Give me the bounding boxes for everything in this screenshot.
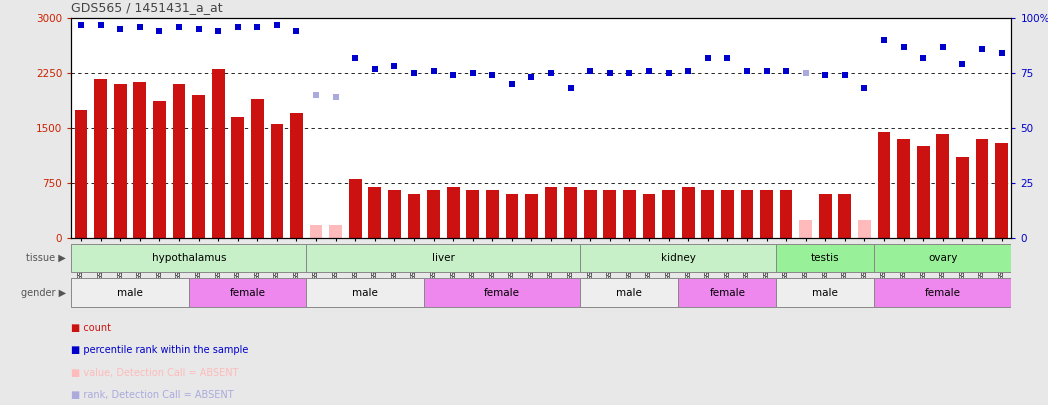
Bar [584,190,596,238]
Bar [428,190,440,238]
Text: ■ value, Detection Call = ABSENT: ■ value, Detection Call = ABSENT [71,368,239,377]
Bar [306,244,581,272]
Bar [408,194,420,238]
Bar [721,190,734,238]
Bar [642,194,655,238]
Bar [306,278,423,307]
Bar [74,110,87,238]
Bar [760,190,772,238]
Text: kidney: kidney [661,253,696,263]
Bar [423,278,581,307]
Bar [897,139,910,238]
Text: GDS565 / 1451431_a_at: GDS565 / 1451431_a_at [71,1,223,14]
Bar [917,146,930,238]
Text: liver: liver [432,253,455,263]
Bar [956,157,968,238]
Bar [349,179,362,238]
Bar [466,190,479,238]
Bar [71,244,306,272]
Bar [838,194,851,238]
Bar [114,84,127,238]
Bar [329,225,342,238]
Bar [874,244,1011,272]
Bar [800,220,812,238]
Bar [976,139,988,238]
Bar [525,194,538,238]
Bar [446,187,459,238]
Bar [369,187,381,238]
Bar [678,278,777,307]
Text: gender ▶: gender ▶ [21,288,66,298]
Bar [604,190,616,238]
Bar [777,244,874,272]
Text: male: male [352,288,378,298]
Text: ■ rank, Detection Call = ABSENT: ■ rank, Detection Call = ABSENT [71,390,234,400]
Bar [545,187,558,238]
Bar [94,79,107,238]
Text: female: female [484,288,520,298]
Bar [877,132,891,238]
Text: male: male [616,288,642,298]
Bar [173,84,185,238]
Bar [153,100,166,238]
Bar [192,95,205,238]
Bar [290,113,303,238]
Text: testis: testis [811,253,839,263]
Bar [388,190,400,238]
Bar [133,82,146,238]
Bar [232,117,244,238]
Bar [189,278,306,307]
Text: tissue ▶: tissue ▶ [26,253,66,263]
Bar [701,190,714,238]
Bar [662,190,675,238]
Text: ■ count: ■ count [71,323,111,333]
Bar [310,225,323,238]
Bar [874,278,1011,307]
Bar [818,194,832,238]
Bar [780,190,792,238]
Bar [682,187,695,238]
Bar [250,99,264,238]
Bar [741,190,754,238]
Bar [624,190,636,238]
Text: female: female [924,288,961,298]
Bar [270,124,283,238]
Text: female: female [230,288,265,298]
Bar [777,278,874,307]
Bar [505,194,519,238]
Text: ■ percentile rank within the sample: ■ percentile rank within the sample [71,345,248,355]
Bar [71,278,189,307]
Bar [858,220,871,238]
Bar [996,143,1008,238]
Text: male: male [812,288,838,298]
Bar [581,278,678,307]
Text: ovary: ovary [929,253,958,263]
Text: male: male [117,288,143,298]
Bar [486,190,499,238]
Text: female: female [709,288,745,298]
Bar [564,187,577,238]
Bar [212,69,224,238]
Bar [581,244,777,272]
Text: hypothalamus: hypothalamus [152,253,226,263]
Bar [937,134,949,238]
